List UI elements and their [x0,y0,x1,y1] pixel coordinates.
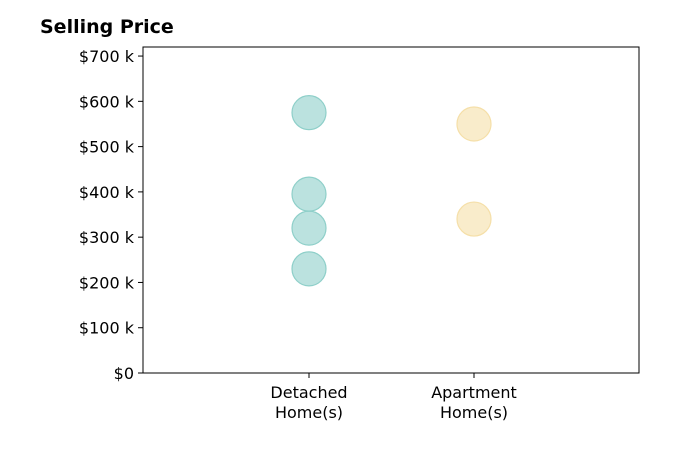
data-point [456,106,492,142]
x-tick-label: Detached Home(s) [270,383,347,422]
plot-frame [142,46,640,374]
data-point [456,201,492,237]
y-tick-label: $500 k [79,138,135,157]
y-tick-label: $0 [114,364,134,383]
data-point [291,95,327,131]
data-point [291,210,327,246]
data-point [291,251,327,287]
chart-title: Selling Price [40,16,174,38]
y-tick-label: $700 k [79,47,135,66]
y-tick-label: $100 k [79,319,135,338]
y-tick-label: $300 k [79,228,135,247]
y-tick-label: $600 k [79,92,135,111]
x-tick-label: Apartment Home(s) [431,383,517,422]
y-tick-label: $400 k [79,183,135,202]
y-tick-label: $200 k [79,273,135,292]
data-point [291,176,327,212]
